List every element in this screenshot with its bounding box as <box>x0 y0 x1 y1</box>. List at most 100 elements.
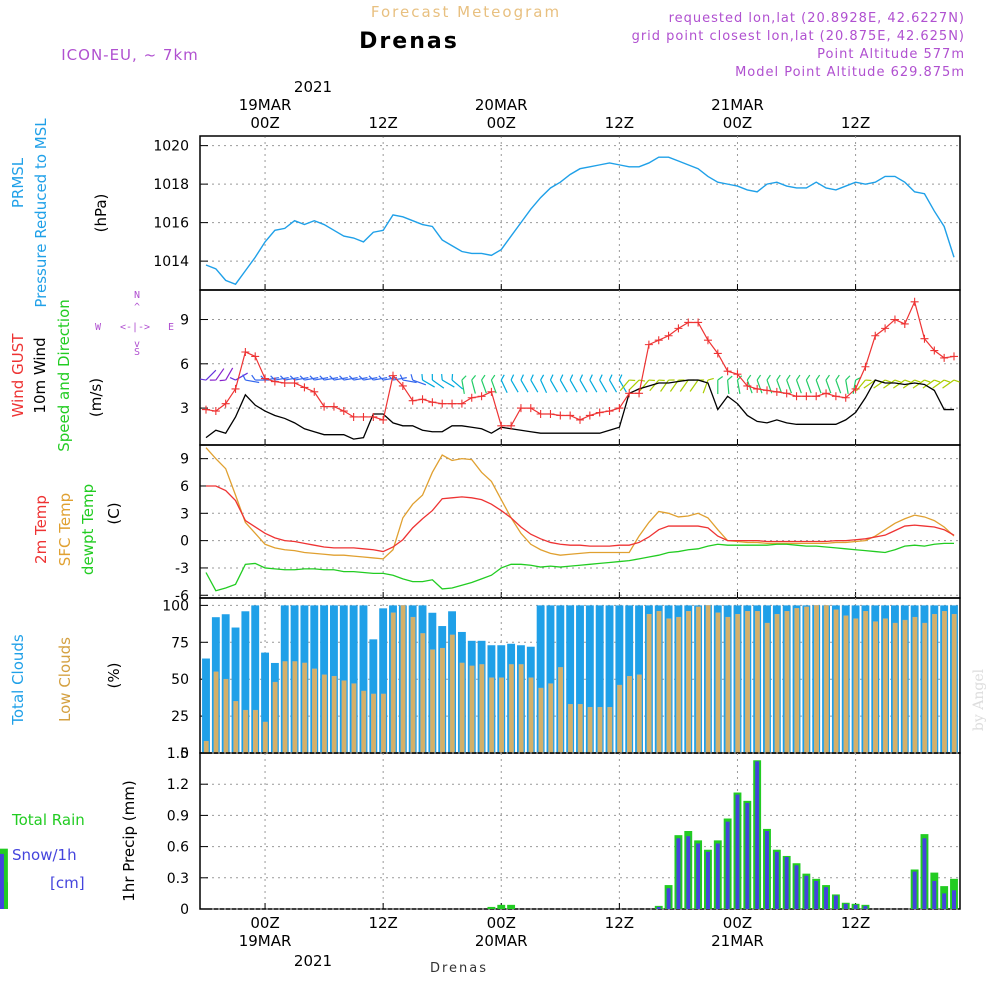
panel-frame <box>199 444 961 599</box>
gust-marker <box>408 396 417 405</box>
wind-barb <box>324 377 338 381</box>
low-cloud-bar <box>794 608 800 754</box>
wind-barb <box>835 379 842 394</box>
top-date-label: 20MAR <box>475 96 528 114</box>
panel-labels: Total Rain Snow/1h [cm] 1hr Precip (mm) <box>11 780 138 901</box>
point-altitude: Point Altitude 577m <box>817 47 965 62</box>
gust-marker <box>802 392 811 401</box>
y-tick-label: 0 <box>180 534 189 550</box>
gust-marker <box>782 389 791 398</box>
wind-label-1: 10m Wind <box>31 337 49 413</box>
gust-marker <box>694 318 703 327</box>
wind-barb <box>451 379 464 390</box>
gust-marker <box>448 399 457 408</box>
wind-barb-head <box>481 374 486 381</box>
panel-labels: PRMSL Pressure Reduced to MSL (hPa) <box>9 118 110 308</box>
bottom-date-label: 20MAR <box>475 932 528 950</box>
pressure-label-2: Pressure Reduced to MSL <box>32 118 50 308</box>
snow-bar <box>804 875 809 909</box>
y-tick-label: 6 <box>180 479 189 495</box>
low-cloud-bar <box>597 706 603 754</box>
wind-barb <box>540 379 548 393</box>
precip-units: 1hr Precip (mm) <box>120 780 138 901</box>
gust-marker <box>566 411 575 420</box>
top-hour-label: 00Z <box>250 114 279 132</box>
top-hour-label: 12Z <box>841 114 870 132</box>
wind-compass: N S W E <-|-> ^ v <box>95 290 174 358</box>
compass-e: E <box>168 322 174 333</box>
wind-barb <box>628 379 640 391</box>
wind-barb-head <box>934 379 941 383</box>
low-cloud-bar <box>617 684 623 754</box>
low-cloud-bar <box>745 611 751 754</box>
low-cloud-bar <box>252 709 258 754</box>
gust-marker <box>339 407 348 416</box>
low-cloud-bar <box>715 612 721 754</box>
gust-marker <box>950 352 958 361</box>
low-cloud-bar <box>479 664 485 754</box>
y-tick-label: 9 <box>180 452 189 468</box>
bottom-hour-label: 12Z <box>368 914 397 932</box>
wind-barb-head <box>727 375 733 381</box>
wind-barb <box>471 379 476 394</box>
wind-barb <box>599 379 608 393</box>
gust-marker <box>300 383 309 392</box>
low-cloud-bar <box>272 681 278 754</box>
low-cloud-bar <box>361 690 367 754</box>
compass-arrows: <-|-> <box>120 322 150 333</box>
total-cloud-bar <box>536 605 545 753</box>
wind-barb <box>373 377 388 381</box>
wind-barb-head <box>599 374 603 381</box>
low-cloud-bar <box>449 634 455 754</box>
low-cloud-bar <box>626 675 632 754</box>
wind-barb <box>549 379 558 393</box>
wind-barb <box>294 377 309 381</box>
gust-marker <box>359 412 368 421</box>
snow-bar <box>725 821 730 909</box>
low-cloud-bar <box>282 661 288 754</box>
total-cloud-bar <box>585 605 594 753</box>
low-cloud-bar <box>213 671 219 754</box>
gust-marker <box>625 389 634 398</box>
gust-marker <box>635 389 644 398</box>
top-hour-label: 12Z <box>368 114 397 132</box>
wind-barb-head <box>835 374 840 381</box>
wind-barb <box>689 379 699 392</box>
low-cloud-bar <box>548 683 554 754</box>
gust-marker <box>900 319 909 328</box>
top-hour-label: 12Z <box>605 114 634 132</box>
gust-marker <box>290 379 299 387</box>
wind-barb <box>942 379 955 389</box>
wind-barb-head <box>339 375 345 381</box>
bottom-hour-label: 00Z <box>250 914 279 932</box>
low-cloud-bar <box>499 677 504 754</box>
y-tick-label: 100 <box>162 598 189 614</box>
y-tick-label: 1014 <box>153 254 189 270</box>
wind-barb-head <box>378 375 384 381</box>
total-cloud-bar <box>241 611 250 753</box>
low-cloud-bar <box>686 611 691 754</box>
total-cloud-bar <box>359 605 368 753</box>
low-cloud-bar <box>666 618 672 754</box>
gust-marker <box>329 402 338 411</box>
wind-barb-head <box>520 374 524 381</box>
snow-bar <box>765 831 769 909</box>
gust-marker <box>576 415 584 424</box>
low-cloud-bar <box>400 605 406 754</box>
wind-barb-head <box>608 374 613 381</box>
wind-units: (m/s) <box>87 378 105 417</box>
low-cloud-bar <box>902 619 908 754</box>
temp-label-2: dewpt Temp <box>79 484 97 575</box>
footer-location: Drenas <box>430 961 488 976</box>
y-tick-label: 0.9 <box>167 808 189 824</box>
gust-marker <box>507 421 516 430</box>
dewpt-line <box>205 542 954 592</box>
snow-bar <box>952 890 956 909</box>
low-cloud-bar <box>380 693 386 754</box>
compass-n: N <box>134 290 140 301</box>
temp-label-0: 2m Temp <box>32 495 50 564</box>
gust-marker <box>546 410 555 418</box>
gust-marker <box>251 352 260 361</box>
wind-barb <box>873 379 886 389</box>
wind-barb <box>422 379 435 388</box>
